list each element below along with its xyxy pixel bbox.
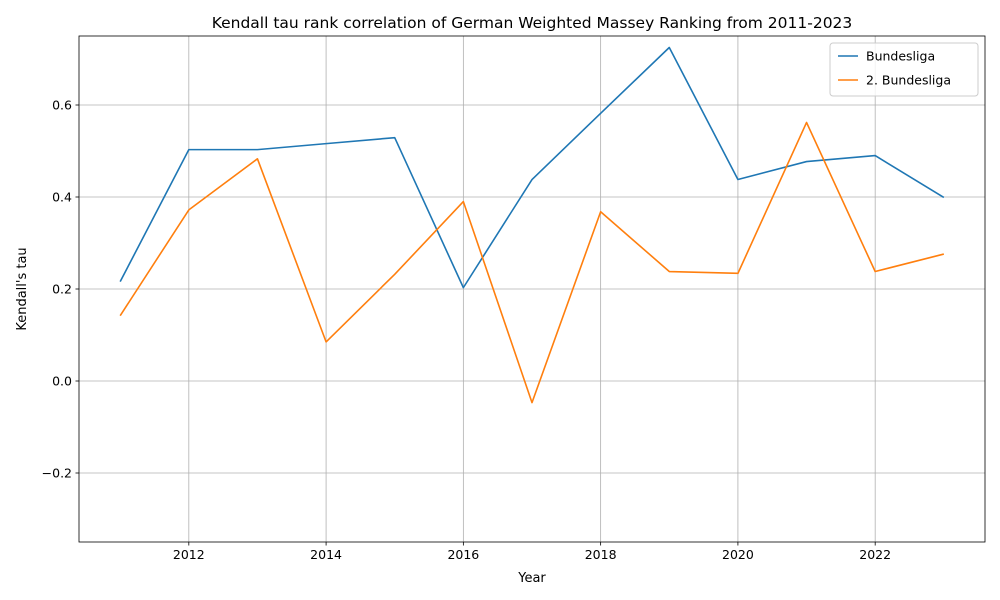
grid <box>79 36 985 542</box>
chart-title: Kendall tau rank correlation of German W… <box>212 14 853 32</box>
y-tick-label: 0.0 <box>52 374 72 389</box>
legend-label-2-bundesliga: 2. Bundesliga <box>866 73 951 88</box>
x-tick-label: 2016 <box>447 547 479 562</box>
y-tick-label: 0.6 <box>52 98 72 113</box>
legend-box <box>829 42 979 97</box>
series-line-bundesliga <box>119 46 945 289</box>
legend: Bundesliga 2. Bundesliga <box>829 42 979 97</box>
y-tick-label: 0.4 <box>52 190 72 205</box>
legend-label-bundesliga: Bundesliga <box>866 49 935 64</box>
series-lines <box>119 46 945 404</box>
series-line-2-bundesliga <box>119 121 945 404</box>
x-axis-ticks: 2012 2014 2016 2018 2020 2022 <box>173 542 891 562</box>
x-tick-label: 2018 <box>585 547 617 562</box>
y-tick-label: −0.2 <box>42 466 72 481</box>
y-tick-label: 0.2 <box>52 282 72 297</box>
x-tick-label: 2022 <box>859 547 891 562</box>
x-tick-label: 2020 <box>722 547 754 562</box>
x-tick-label: 2012 <box>173 547 205 562</box>
y-axis-ticks: −0.2 0.0 0.2 0.4 0.6 <box>42 98 79 481</box>
x-tick-label: 2014 <box>310 547 342 562</box>
y-axis-label: Kendall's tau <box>15 247 30 330</box>
x-axis-label: Year <box>517 571 546 586</box>
